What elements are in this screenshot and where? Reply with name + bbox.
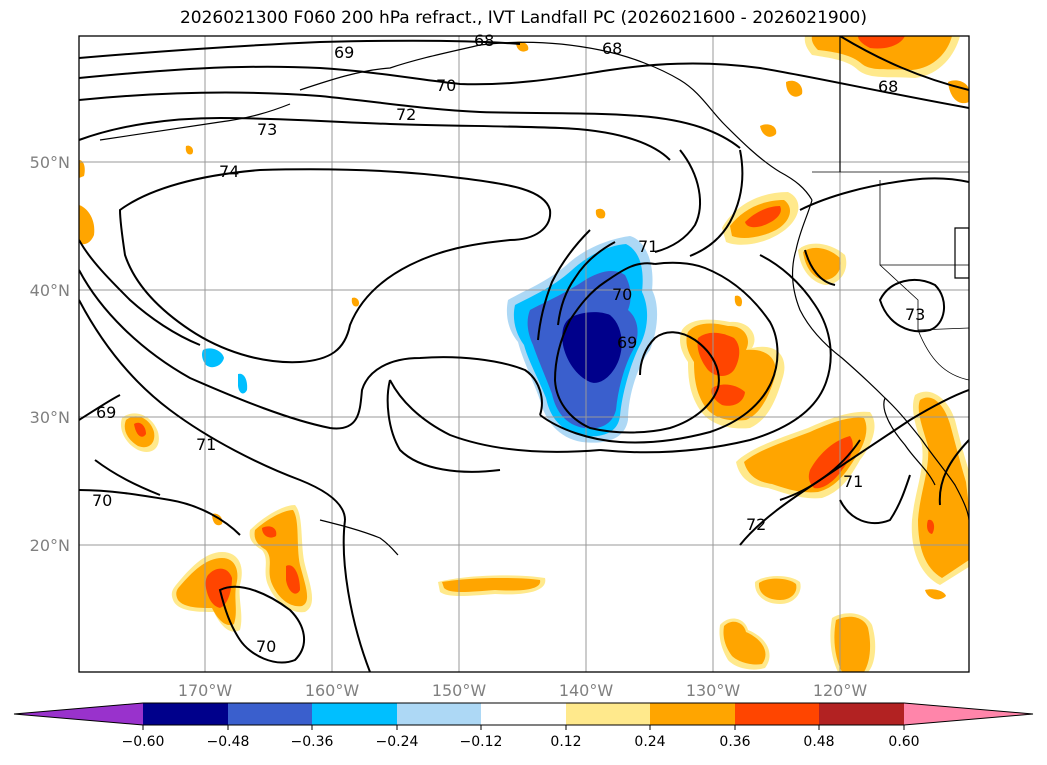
contour-label: 71 bbox=[843, 472, 863, 491]
contour-label: 70 bbox=[256, 637, 276, 656]
colorbar-tick-label: 0.24 bbox=[634, 734, 665, 750]
colorbar-tick-label: −0.36 bbox=[291, 734, 334, 750]
contour-label: 70 bbox=[436, 76, 456, 95]
lon-label-120w: 120°W bbox=[813, 681, 868, 700]
longitude-labels: 170°W 160°W 150°W 140°W 130°W 120°W bbox=[178, 681, 868, 700]
contour-label: 72 bbox=[396, 105, 416, 124]
contour-label: 69 bbox=[617, 333, 637, 352]
lon-label-130w: 130°W bbox=[686, 681, 741, 700]
colorbar-extend-high bbox=[904, 703, 1033, 725]
lon-label-160w: 160°W bbox=[305, 681, 360, 700]
colorbar-tick-label: 0.12 bbox=[550, 734, 581, 750]
contour-label: 71 bbox=[196, 435, 216, 454]
contour-label: 68 bbox=[602, 39, 622, 58]
colorbar-segment bbox=[228, 703, 312, 725]
colorbar-tick-label: 0.48 bbox=[803, 734, 834, 750]
colorbar-segment bbox=[481, 703, 566, 725]
contour-label: 68 bbox=[878, 77, 898, 96]
colorbar-segment bbox=[312, 703, 397, 725]
lat-label-30n: 30°N bbox=[30, 408, 70, 427]
lat-label-40n: 40°N bbox=[30, 281, 70, 300]
lat-label-20n: 20°N bbox=[30, 536, 70, 555]
colorbar-segment bbox=[566, 703, 650, 725]
colorbar-tick-label: −0.24 bbox=[376, 734, 419, 750]
colorbar-segment bbox=[143, 703, 228, 725]
contour-label: 72 bbox=[746, 515, 766, 534]
contour-label: 73 bbox=[257, 120, 277, 139]
contour-label: 73 bbox=[905, 305, 925, 324]
graticule bbox=[79, 36, 969, 672]
contour-label: 70 bbox=[92, 491, 112, 510]
contour-label: 69 bbox=[96, 403, 116, 422]
contour-label: 71 bbox=[638, 237, 658, 256]
colorbar-segment bbox=[397, 703, 481, 725]
contour-label: 69 bbox=[334, 43, 354, 62]
lon-label-140w: 140°W bbox=[559, 681, 614, 700]
colorbar-tick-label: −0.48 bbox=[207, 734, 250, 750]
contour-label: 70 bbox=[612, 285, 632, 304]
contour-label-group: 68 69 68 70 72 73 74 71 70 69 68 73 69 7… bbox=[92, 31, 925, 656]
colorbar-tick-label: 0.60 bbox=[888, 734, 919, 750]
lat-label-50n: 50°N bbox=[30, 153, 70, 172]
lon-label-170w: 170°W bbox=[178, 681, 233, 700]
colorbar-extend-low bbox=[14, 703, 143, 725]
coastlines bbox=[99, 36, 969, 556]
colorbar: −0.60 −0.48 −0.36 −0.24 −0.12 0.12 0.24 … bbox=[13, 702, 1034, 750]
colorbar-segment bbox=[819, 703, 904, 725]
colorbar-segment bbox=[650, 703, 735, 725]
colorbar-segment bbox=[735, 703, 819, 725]
contour-label: 74 bbox=[219, 162, 239, 181]
latitude-labels: 50°N 40°N 30°N 20°N bbox=[30, 153, 70, 555]
map-title: 2026021300 F060 200 hPa refract., IVT La… bbox=[179, 8, 867, 28]
colorbar-tick-label: −0.60 bbox=[122, 734, 165, 750]
colorbar-tick-label: −0.12 bbox=[460, 734, 503, 750]
negative-shading bbox=[202, 236, 658, 443]
lon-label-150w: 150°W bbox=[432, 681, 487, 700]
map-frame bbox=[78, 35, 970, 673]
colorbar-tick-label: 0.36 bbox=[719, 734, 750, 750]
contour-label: 68 bbox=[474, 31, 494, 50]
refractivity-contours bbox=[79, 36, 969, 672]
